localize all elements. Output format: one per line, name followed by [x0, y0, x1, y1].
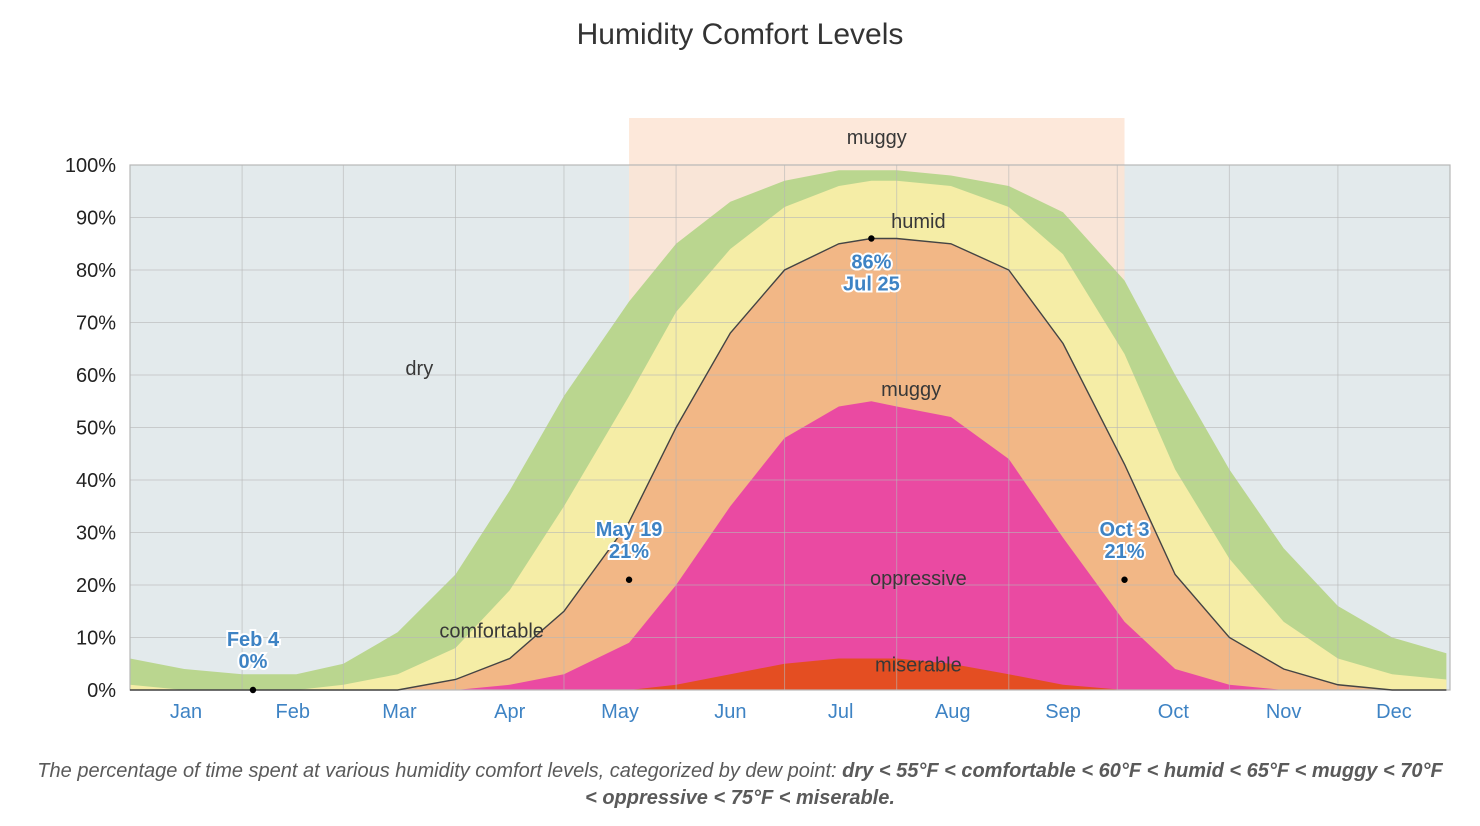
svg-text:muggy: muggy	[881, 379, 941, 401]
svg-text:oppressive: oppressive	[870, 568, 967, 590]
svg-text:Jun: Jun	[714, 701, 746, 723]
svg-text:Aug: Aug	[935, 701, 971, 723]
svg-text:40%: 40%	[76, 470, 116, 492]
svg-text:90%: 90%	[76, 208, 116, 230]
svg-text:muggy: muggy	[847, 127, 907, 149]
chart-container: 0% 10% 20% 30% 40% 50% 60% 70% 80% 90% 100% Jan Feb M…	[0, 60, 1480, 750]
annotation-dot-oct3	[1121, 577, 1127, 583]
svg-text:May: May	[601, 701, 639, 723]
annotation-jul25: 86%	[851, 252, 891, 274]
annotation-dot-feb4	[250, 687, 256, 693]
svg-text:humid: humid	[891, 211, 945, 233]
svg-text:Feb: Feb	[276, 701, 310, 723]
svg-text:60%: 60%	[76, 365, 116, 387]
caption-lead: The percentage of time spent at various …	[37, 760, 842, 782]
annotation-dot-jul25	[868, 235, 874, 241]
svg-text:30%: 30%	[76, 523, 116, 545]
svg-text:100%: 100%	[65, 155, 116, 177]
annotation-feb4: 0%	[239, 651, 268, 673]
annotation-may19: May 19	[596, 519, 663, 541]
annotation-may19: 21%	[609, 541, 649, 563]
svg-text:Jul: Jul	[828, 701, 854, 723]
svg-text:Dec: Dec	[1376, 701, 1412, 723]
svg-text:0%: 0%	[87, 680, 116, 702]
svg-text:20%: 20%	[76, 575, 116, 597]
svg-text:comfortable: comfortable	[439, 621, 544, 643]
svg-text:Oct: Oct	[1158, 701, 1190, 723]
annotation-dot-may19	[626, 577, 632, 583]
svg-text:Sep: Sep	[1045, 701, 1081, 723]
svg-text:dry: dry	[405, 358, 433, 380]
chart-title: Humidity Comfort Levels	[0, 0, 1480, 60]
humidity-chart: 0% 10% 20% 30% 40% 50% 60% 70% 80% 90% 100% Jan Feb M…	[0, 60, 1480, 745]
annotation-jul25: Jul 25	[843, 274, 900, 296]
annotation-feb4: Feb 4	[227, 629, 280, 651]
annotation-oct3: Oct 3	[1100, 519, 1150, 541]
svg-text:Jan: Jan	[170, 701, 202, 723]
svg-text:70%: 70%	[76, 313, 116, 335]
svg-text:80%: 80%	[76, 260, 116, 282]
svg-text:50%: 50%	[76, 418, 116, 440]
svg-text:Apr: Apr	[494, 701, 525, 723]
annotation-oct3: 21%	[1105, 541, 1145, 563]
svg-text:miserable: miserable	[875, 655, 962, 677]
svg-text:Nov: Nov	[1266, 701, 1302, 723]
chart-caption: The percentage of time spent at various …	[0, 750, 1480, 826]
svg-text:10%: 10%	[76, 628, 116, 650]
svg-text:Mar: Mar	[382, 701, 417, 723]
